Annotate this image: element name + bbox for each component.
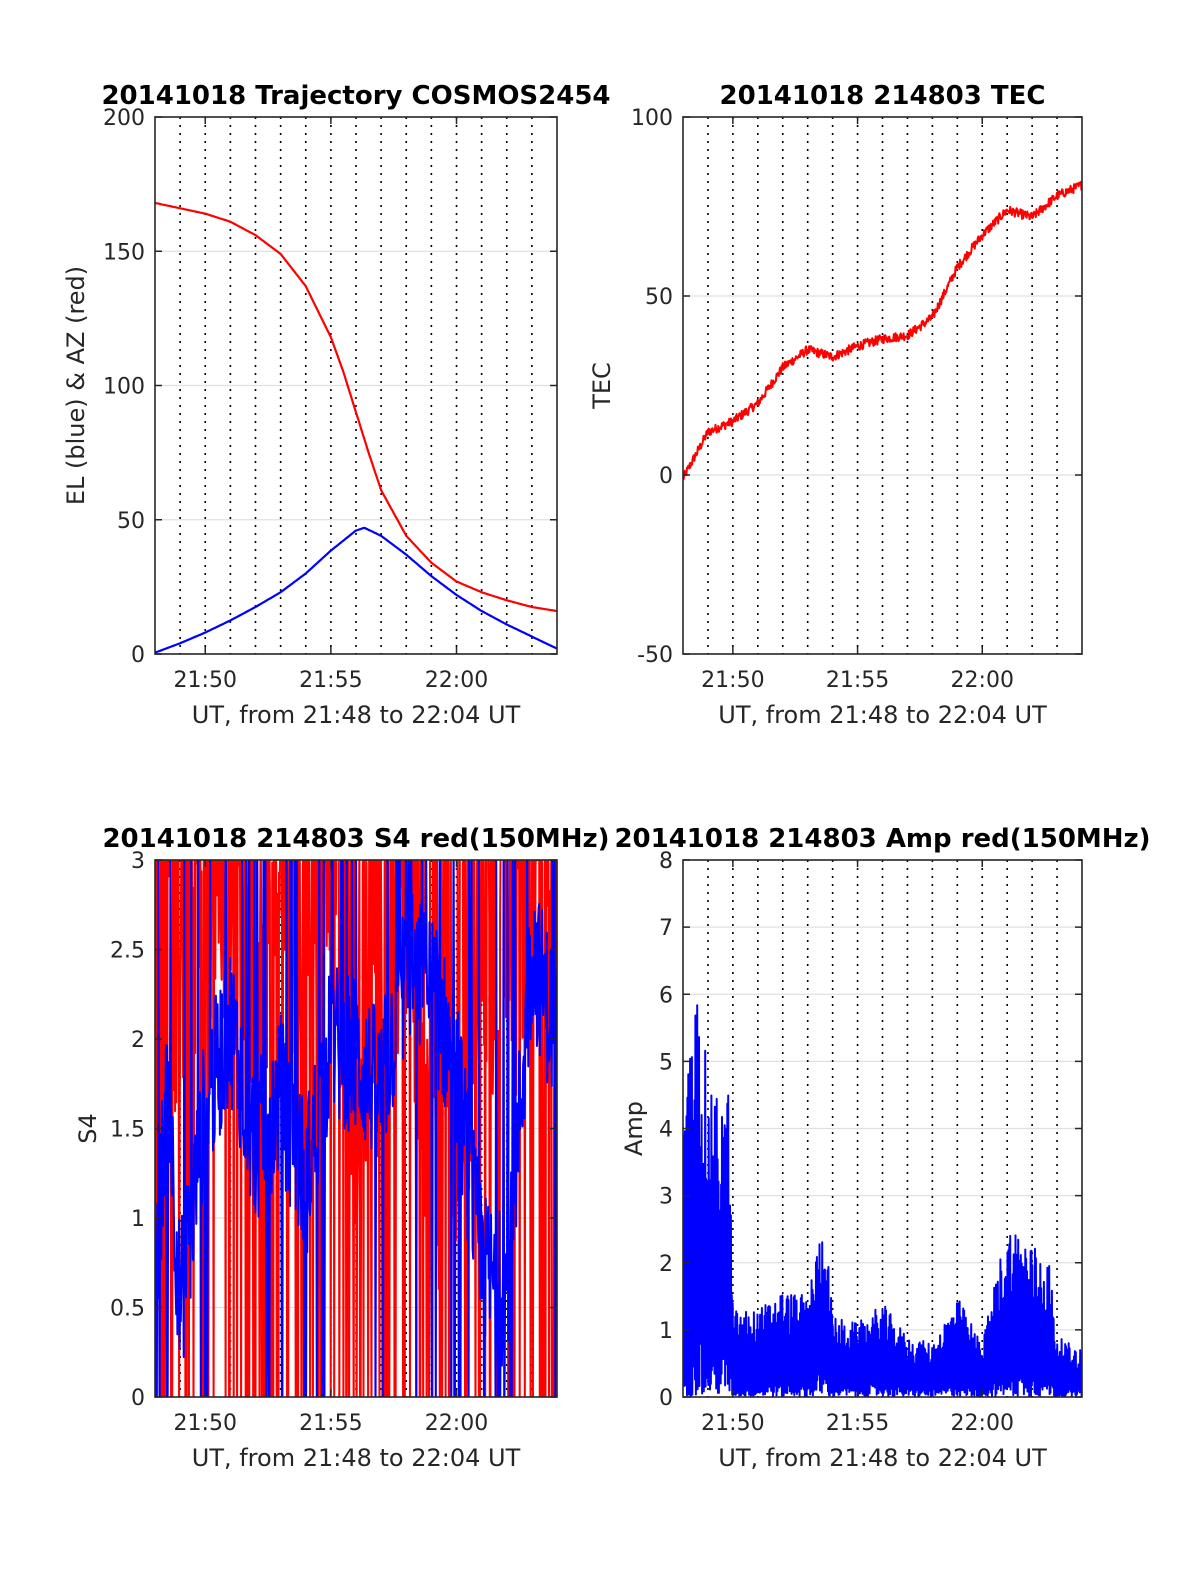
- ytick-label: 1: [659, 1319, 673, 1344]
- ytick-label: 50: [645, 285, 673, 310]
- xtick-label: 22:00: [425, 1411, 488, 1436]
- xtick-label: 22:00: [951, 1411, 1014, 1436]
- series-group: [683, 180, 1082, 481]
- xtick-label: 21:55: [299, 668, 362, 693]
- ytick-label: 2: [131, 1028, 145, 1053]
- series-line-1: [155, 860, 557, 1397]
- xtick-label: 21:55: [299, 1411, 362, 1436]
- ytick-label: 1: [131, 1207, 145, 1232]
- ytick-label: 2: [659, 1252, 673, 1277]
- series-group: [155, 860, 557, 1397]
- chart-title: 20141018 Trajectory COSMOS2454: [101, 81, 610, 111]
- ytick-label: 4: [659, 1118, 673, 1143]
- xtick-label: 21:50: [174, 668, 237, 693]
- ytick-label: 2.5: [110, 939, 145, 964]
- xtick-label: 21:50: [701, 1411, 764, 1436]
- ytick-label: 5: [659, 1050, 673, 1075]
- y-axis-label: TEC: [588, 362, 616, 410]
- panel-amp: 0 1 2 3 4 5 6 7 8 21:50 21:55 22:00 20141018 214803 …: [614, 824, 1150, 1472]
- series-line-0: [683, 1004, 1082, 1397]
- y-axis-label: Amp: [620, 1101, 648, 1156]
- series-group: [683, 1004, 1082, 1397]
- ytick-label: 3: [131, 849, 145, 874]
- series-line-0: [155, 860, 557, 1397]
- ytick-label: 0: [659, 464, 673, 489]
- ytick-label: 7: [659, 916, 673, 941]
- ytick-label: 150: [103, 240, 145, 265]
- ytick-label: 8: [659, 849, 673, 874]
- xtick-label: 22:00: [425, 668, 488, 693]
- axes-box: [682, 116, 1083, 655]
- series-line-1: [155, 526, 557, 654]
- ytick-label: 3: [659, 1185, 673, 1210]
- ytick-label: -50: [637, 643, 673, 668]
- ytick-label: 200: [103, 106, 145, 131]
- chart-title: 20141018 214803 TEC: [720, 81, 1046, 111]
- x-axis-label: UT, from 21:48 to 22:04 UT: [192, 1444, 521, 1472]
- panel-tec: -50 0 50 100 21:50 21:55 22:00 20141018 214803 …: [588, 81, 1083, 729]
- x-axis-label: UT, from 21:48 to 22:04 UT: [718, 1444, 1047, 1472]
- series-group: [155, 201, 557, 654]
- xtick-label: 21:55: [826, 1411, 889, 1436]
- x-axis-label: UT, from 21:48 to 22:04 UT: [718, 701, 1047, 729]
- y-axis-label: S4: [74, 1113, 102, 1144]
- ytick-label: 1.5: [110, 1118, 145, 1143]
- ytick-label: 100: [631, 106, 673, 131]
- ytick-label: 100: [103, 375, 145, 400]
- ytick-label: 50: [117, 509, 145, 534]
- xtick-label: 21:50: [174, 1411, 237, 1436]
- ytick-label: 0: [659, 1386, 673, 1411]
- series-line-0: [155, 201, 557, 613]
- ytick-label: 6: [659, 983, 673, 1008]
- xtick-label: 21:50: [701, 668, 764, 693]
- chart-title: 20141018 214803 S4 red(150MHz): [102, 824, 609, 854]
- panel-s4: 0 0.5 1 1.5 2 2.5 3 21:50 21:55 22:00 20141018 214…: [74, 824, 610, 1472]
- xtick-label: 21:55: [826, 668, 889, 693]
- ytick-label: 0: [131, 643, 145, 668]
- xtick-label: 22:00: [951, 668, 1014, 693]
- ytick-label: 0.5: [110, 1297, 145, 1322]
- y-axis-label: EL (blue) & AZ (red): [62, 266, 90, 505]
- ytick-label: 0: [131, 1386, 145, 1411]
- panel-traj: 0 50 100 150 200 21:50 21:55 22:00 20141018 Traj…: [62, 81, 611, 729]
- x-axis-label: UT, from 21:48 to 22:04 UT: [192, 701, 521, 729]
- series-line-0: [683, 180, 1082, 481]
- chart-title: 20141018 214803 Amp red(150MHz): [614, 824, 1150, 854]
